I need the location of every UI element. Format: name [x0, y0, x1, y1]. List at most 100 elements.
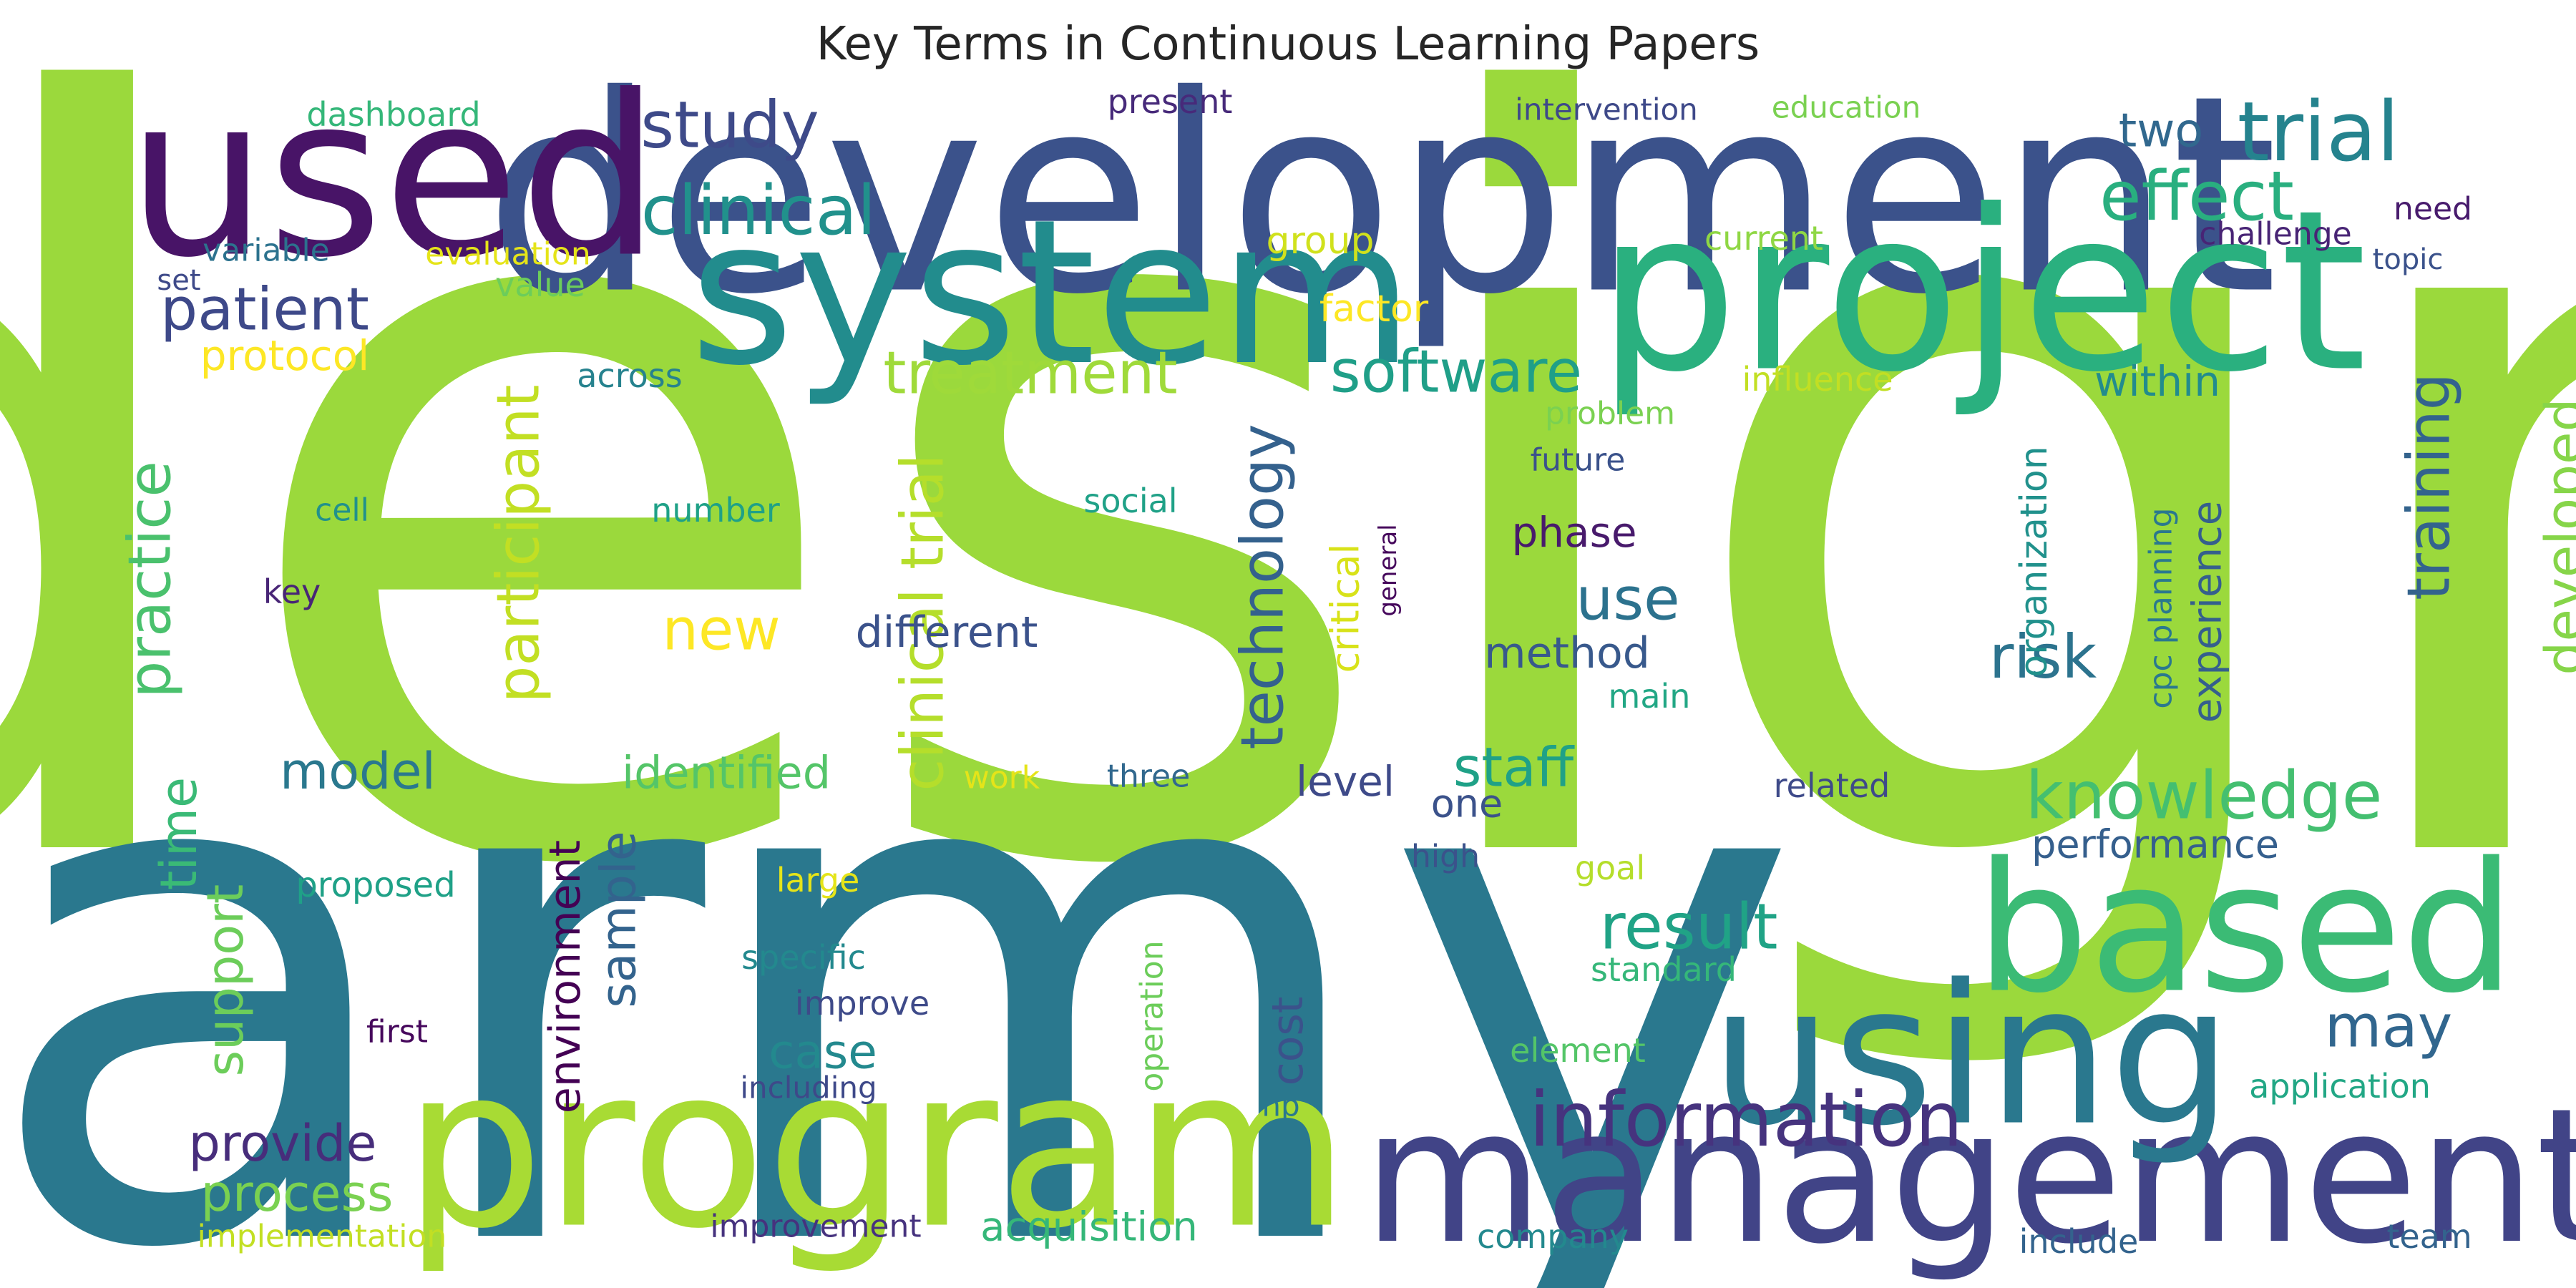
- word-cost: cost: [1263, 997, 1313, 1085]
- word-patient: patient: [160, 276, 369, 344]
- word-critical: critical: [1323, 544, 1368, 673]
- word-staff: staff: [1453, 736, 1575, 799]
- word-management: management: [1362, 1069, 2576, 1285]
- word-element: element: [1510, 1031, 1646, 1070]
- word-model: model: [280, 742, 436, 801]
- word-result: result: [1600, 890, 1778, 964]
- word-participant: participant: [485, 384, 553, 703]
- word-set: set: [157, 264, 200, 297]
- word-related: related: [1774, 766, 1890, 805]
- word-time: time: [150, 777, 208, 890]
- word-variable: variable: [203, 233, 330, 269]
- word-practice: practice: [117, 461, 185, 698]
- word-effect: effect: [2099, 157, 2294, 236]
- word-general: general: [1374, 524, 1402, 616]
- word-dashboard: dashboard: [306, 95, 480, 134]
- word-key: key: [263, 572, 321, 611]
- word-using: using: [1710, 943, 2232, 1169]
- word-challenge: challenge: [2199, 216, 2351, 253]
- word-clinical-trial: clinical trial: [889, 454, 957, 791]
- word-first: first: [366, 1014, 428, 1050]
- word-performance: performance: [2031, 822, 2279, 867]
- word-one: one: [1431, 781, 1503, 826]
- word-topic: topic: [2373, 243, 2444, 276]
- word-provide: provide: [189, 1114, 377, 1173]
- word-system: system: [690, 177, 1414, 410]
- word-developed: developed: [2534, 398, 2576, 675]
- word-social: social: [1083, 482, 1177, 520]
- word-two: two: [2119, 104, 2203, 158]
- word-team: team: [2386, 1217, 2472, 1256]
- word-problem: problem: [1545, 396, 1675, 432]
- word-study: study: [640, 88, 819, 163]
- word-cpc-planning: cpc planning: [2143, 507, 2180, 708]
- word-based: based: [1976, 824, 2516, 1033]
- word-knowledge: knowledge: [2026, 758, 2383, 834]
- word-group: group: [1266, 220, 1374, 263]
- word-development: development: [484, 37, 2278, 354]
- word-project: project: [1597, 163, 2367, 421]
- word-risk: risk: [1989, 622, 2097, 692]
- word-across: across: [577, 356, 682, 395]
- word-cell: cell: [315, 492, 369, 529]
- word-treatment: treatment: [883, 340, 1177, 408]
- word-information: information: [1529, 1076, 1963, 1163]
- word-standard: standard: [1591, 950, 1737, 989]
- word-new: new: [662, 597, 780, 663]
- word-specific: specific: [741, 938, 866, 977]
- word-factor: factor: [1319, 288, 1429, 331]
- word-method: method: [1484, 628, 1650, 678]
- word-implementation: implementation: [197, 1219, 447, 1255]
- word-army: army: [0, 579, 1802, 1288]
- word-value: value: [495, 265, 585, 304]
- word-organization: organization: [2013, 446, 2056, 677]
- word-design: design: [0, 0, 2576, 1089]
- chart-title: Key Terms in Continuous Learning Papers: [816, 18, 1760, 71]
- word-trial: trial: [2238, 84, 2400, 180]
- word-three: three: [1107, 758, 1190, 795]
- word-operation: operation: [1134, 940, 1171, 1091]
- word-level: level: [1296, 757, 1395, 806]
- word-use: use: [1576, 566, 1679, 634]
- word-goal: goal: [1575, 849, 1645, 887]
- word-work: work: [964, 760, 1040, 796]
- word-acquisition: acquisition: [980, 1204, 1198, 1251]
- word-within: within: [2094, 357, 2220, 406]
- word-current: current: [1704, 219, 1823, 258]
- word-improvement: improvement: [710, 1209, 921, 1245]
- word-clinical: clinical: [641, 172, 876, 250]
- word-different: different: [856, 608, 1038, 658]
- word-improve: improve: [795, 984, 930, 1023]
- word-proposed: proposed: [296, 865, 455, 905]
- word-large: large: [776, 861, 860, 899]
- word-phase: phase: [1511, 508, 1636, 557]
- word-experience: experience: [2185, 501, 2231, 723]
- word-evaluation: evaluation: [425, 236, 590, 273]
- word-np: np: [1262, 1088, 1299, 1123]
- word-number: number: [651, 491, 780, 530]
- word-training: training: [2396, 373, 2464, 600]
- word-technology: technology: [1229, 424, 1297, 749]
- word-education: education: [1772, 90, 1921, 125]
- word-main: main: [1609, 677, 1691, 716]
- word-may: may: [2325, 993, 2453, 1061]
- word-sample: sample: [591, 831, 648, 1008]
- word-software: software: [1330, 338, 1582, 406]
- word-intervention: intervention: [1515, 92, 1698, 127]
- word-support: support: [196, 884, 255, 1077]
- word-application: application: [2249, 1067, 2431, 1106]
- word-high: high: [1411, 839, 1480, 875]
- word-program: program: [403, 1020, 1350, 1278]
- word-present: present: [1108, 82, 1233, 121]
- word-used: used: [127, 49, 660, 307]
- word-case: case: [769, 1025, 877, 1080]
- word-protocol: protocol: [200, 331, 370, 380]
- word-environment: environment: [540, 840, 590, 1113]
- word-process: process: [201, 1164, 394, 1223]
- word-including: including: [740, 1070, 877, 1106]
- word-company: company: [1477, 1217, 1629, 1256]
- word-identified: identified: [622, 747, 831, 799]
- word-future: future: [1531, 442, 1626, 479]
- word-include: include: [2019, 1222, 2139, 1261]
